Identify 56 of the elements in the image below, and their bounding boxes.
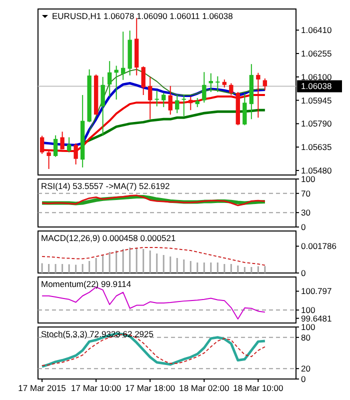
candlestick <box>46 150 51 170</box>
candlestick <box>66 136 72 153</box>
y-tick-label: 0.001786 <box>301 241 337 252</box>
candlestick <box>121 31 126 80</box>
candlestick <box>148 76 152 120</box>
candlestick <box>202 72 206 104</box>
candlestick <box>100 76 105 136</box>
candlestick <box>141 66 146 96</box>
y-tick-label: 1.06100 <box>301 72 332 82</box>
candlestick <box>154 90 159 107</box>
x-tick-label: 17 Mar 18:00 <box>125 383 176 393</box>
candlestick <box>108 60 112 98</box>
candlestick <box>195 98 200 108</box>
candlestick <box>182 94 186 117</box>
y-tick-label: 20 <box>301 364 311 374</box>
y-tick-label: 80 <box>301 332 311 342</box>
chart-title: Momentum(22) 99.9114 <box>41 279 132 289</box>
y-tick-label: 1.05945 <box>301 95 332 106</box>
candlestick <box>40 135 44 154</box>
y-tick-label: 30 <box>301 208 311 218</box>
y-tick-label: 0 <box>301 268 306 278</box>
y-tick-label: 1.05480 <box>301 165 332 176</box>
candlestick <box>168 85 172 116</box>
chart-title: RSI(14) 53.5557 ->MA(7) 52.6192 <box>41 181 170 191</box>
line-series <box>42 247 266 266</box>
candlestick <box>262 78 268 91</box>
candlestick <box>162 92 166 108</box>
candlestick <box>175 94 180 114</box>
x-tick-label: 17 Mar 2015 <box>18 383 66 393</box>
y-tick-label: 100 <box>301 322 316 332</box>
candlestick <box>53 134 58 158</box>
y-tick-label: 99.6481 <box>301 313 332 324</box>
y-tick-label: 100 <box>301 305 316 315</box>
chart-title: Stoch(5,3,3) 72.9323 62.2925 <box>41 329 154 339</box>
chart-title: MACD(12,26,9) 0.000458 0.000521 <box>41 233 176 243</box>
line-series <box>88 68 266 132</box>
y-tick-label: 0 <box>301 374 306 384</box>
y-tick-label: 100.797 <box>301 286 332 296</box>
y-tick-label: 1.06255 <box>301 48 332 58</box>
x-tick-label: 18 Mar 10:00 <box>233 383 284 393</box>
y-tick-label: 1.06410 <box>301 25 332 36</box>
y-tick-label: 70 <box>301 188 311 198</box>
y-tick-label: 100 <box>301 174 316 184</box>
candlestick <box>229 82 234 96</box>
y-tick-label: 1.05635 <box>301 142 332 152</box>
candlestick <box>216 76 220 92</box>
x-tick-label: 18 Mar 02:00 <box>179 383 230 393</box>
x-tick-label: 17 Mar 10:00 <box>71 383 122 393</box>
ref-line-label: 1.06038 <box>301 81 332 92</box>
y-tick-label: 1.05790 <box>301 118 332 129</box>
candlestick <box>256 72 260 118</box>
y-tick-label: 0 <box>301 222 306 232</box>
candlestick <box>242 93 247 126</box>
candlestick <box>60 131 64 150</box>
candlestick <box>74 142 78 165</box>
chart-title: EURUSD,H1 1.06078 1.06090 1.06011 1.06038 <box>52 11 234 21</box>
